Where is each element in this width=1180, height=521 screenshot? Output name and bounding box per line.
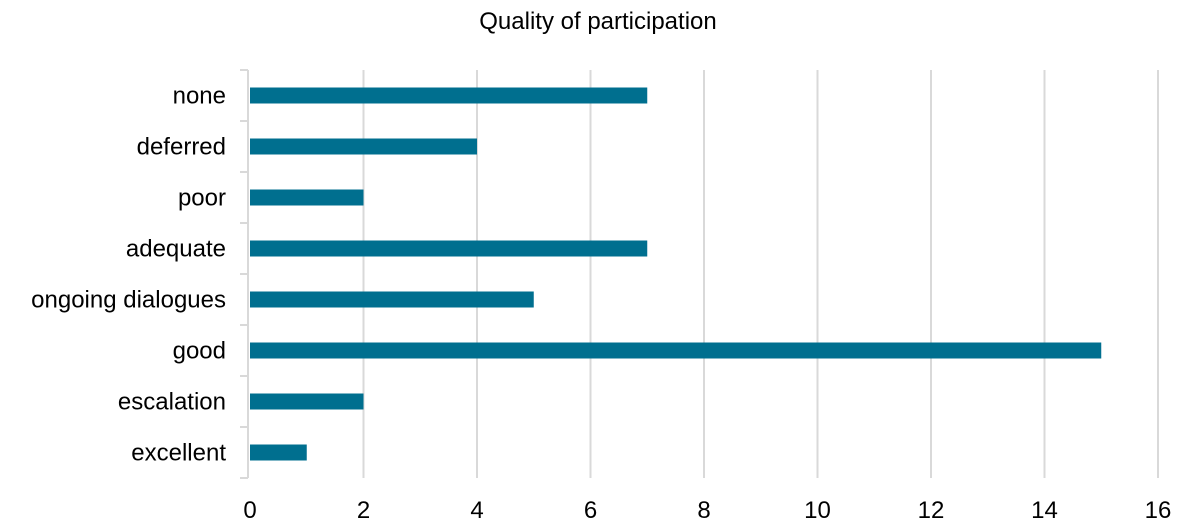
chart-title: Quality of participation xyxy=(479,8,717,35)
category-label: escalation xyxy=(118,389,226,416)
category-labels: none deferred poor adequate ongoing dialogue… xyxy=(31,83,226,467)
category-label: none xyxy=(173,83,226,110)
y-axis xyxy=(240,69,249,479)
bar-deferred xyxy=(250,138,477,155)
bar-excellent xyxy=(250,444,307,461)
gridlines xyxy=(362,70,1159,478)
bar-adequate xyxy=(250,240,648,257)
bar-escalation xyxy=(250,393,364,410)
category-label: adequate xyxy=(126,236,226,263)
x-tick-label: 0 xyxy=(243,497,256,521)
bar-none xyxy=(250,87,648,104)
category-label: deferred xyxy=(137,134,226,161)
x-tick-label: 4 xyxy=(470,497,483,521)
x-tick-label: 14 xyxy=(1031,497,1058,521)
bar-good xyxy=(250,342,1102,359)
x-tick-labels: 0 2 4 6 8 10 12 14 16 xyxy=(243,497,1171,521)
x-tick-label: 6 xyxy=(584,497,597,521)
category-label: good xyxy=(173,338,226,365)
bar-poor xyxy=(250,189,364,206)
x-tick-label: 12 xyxy=(918,497,945,521)
x-tick-label: 10 xyxy=(804,497,831,521)
category-label: poor xyxy=(178,185,226,212)
x-tick-label: 8 xyxy=(697,497,710,521)
x-tick-label: 2 xyxy=(357,497,370,521)
category-label: excellent xyxy=(131,440,226,467)
x-tick-label: 16 xyxy=(1145,497,1172,521)
bars xyxy=(250,87,1102,461)
category-label: ongoing dialogues xyxy=(31,287,226,314)
bar-ongoing-dialogues xyxy=(250,291,534,308)
